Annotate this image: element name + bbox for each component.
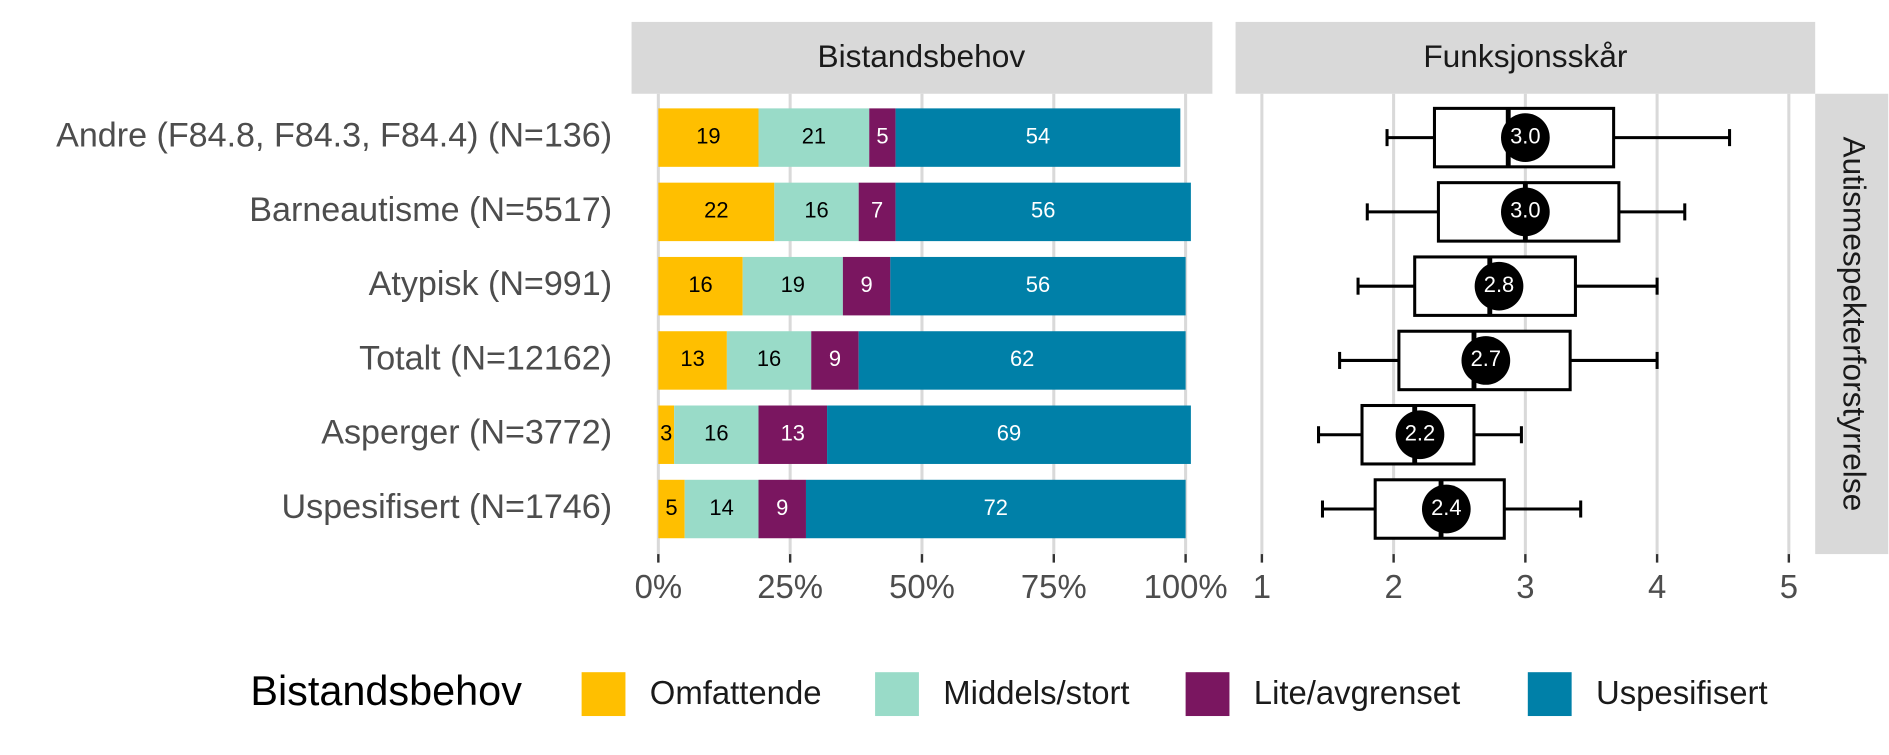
bar-segment xyxy=(895,108,1181,167)
bar-segment xyxy=(658,479,685,539)
data-label: 21 xyxy=(802,123,826,148)
bar-segment xyxy=(869,108,896,167)
data-label: 54 xyxy=(1026,123,1050,148)
row-strip xyxy=(1815,93,1889,555)
mean-label: 3.0 xyxy=(1510,123,1540,148)
y-tick-label: Asperger (N=3772) xyxy=(321,414,612,452)
legend-label: Omfattende xyxy=(650,674,822,711)
y-tick-label: Uspesifisert (N=1746) xyxy=(282,488,613,526)
data-label: 5 xyxy=(876,123,888,148)
mean-label: 2.2 xyxy=(1405,421,1435,446)
data-label: 16 xyxy=(704,421,728,446)
data-label: 3 xyxy=(660,421,672,446)
mean-point xyxy=(1421,484,1471,534)
mean-point xyxy=(1395,410,1445,460)
legend-title: Bistandsbehov xyxy=(250,668,522,714)
x-tick-label: 0% xyxy=(635,568,682,605)
data-label: 62 xyxy=(1010,346,1034,371)
data-label: 7 xyxy=(871,198,883,223)
bar-segment xyxy=(805,479,1186,539)
bar-segment xyxy=(684,479,759,539)
bar-segment xyxy=(658,182,775,242)
x-tick-label: 3 xyxy=(1516,568,1534,605)
bar-segment xyxy=(742,256,843,316)
bar-segment xyxy=(758,405,828,464)
strip xyxy=(1235,21,1816,94)
legend-label: Uspesifisert xyxy=(1596,674,1768,711)
data-label: 9 xyxy=(776,495,788,520)
y-tick-label: Atypisk (N=991) xyxy=(369,265,612,303)
y-tick-label: Totalt (N=12162) xyxy=(359,339,612,377)
legend-swatch xyxy=(1185,672,1230,717)
legend-swatch xyxy=(1527,672,1572,717)
bar-segment xyxy=(842,256,891,316)
mean-point xyxy=(1501,113,1550,162)
bar-segment xyxy=(658,108,759,167)
data-label: 72 xyxy=(984,495,1008,520)
data-label: 16 xyxy=(688,272,712,297)
x-tick-label: 1 xyxy=(1253,568,1271,605)
x-tick-label: 75% xyxy=(1021,568,1087,605)
x-tick-label: 100% xyxy=(1144,568,1228,605)
x-tick-label: 4 xyxy=(1648,568,1666,605)
legend-swatch xyxy=(581,672,626,717)
bar-segment xyxy=(658,331,727,390)
mean-point xyxy=(1461,336,1511,385)
bar-segment xyxy=(895,182,1191,242)
strip xyxy=(631,21,1213,94)
data-label: 9 xyxy=(829,346,841,371)
data-label: 19 xyxy=(696,123,720,148)
bar-segment xyxy=(658,405,675,464)
bar-segment xyxy=(811,331,859,390)
data-label: 9 xyxy=(861,272,873,297)
row-strip-label: Autismespekterforstyrrelse xyxy=(1836,137,1872,512)
legend-label: Middels/stort xyxy=(943,674,1129,711)
data-label: 5 xyxy=(665,495,677,520)
bar-segment xyxy=(827,405,1191,464)
y-tick-label: Andre (F84.8, F84.3, F84.4) (N=136) xyxy=(56,117,612,155)
mean-label: 2.4 xyxy=(1431,495,1461,520)
x-tick-label: 5 xyxy=(1780,568,1798,605)
bar-segment xyxy=(890,256,1186,316)
data-label: 19 xyxy=(781,272,805,297)
mean-label: 2.8 xyxy=(1484,272,1514,297)
data-label: 13 xyxy=(680,346,704,371)
x-tick-label: 50% xyxy=(889,568,955,605)
bar-segment xyxy=(758,479,806,539)
data-label: 56 xyxy=(1026,272,1050,297)
bar-segment xyxy=(658,256,743,316)
mean-point xyxy=(1474,261,1524,311)
data-label: 22 xyxy=(704,198,728,223)
bar-segment xyxy=(774,182,859,242)
mean-label: 2.7 xyxy=(1471,346,1501,371)
bar-segment xyxy=(674,405,759,464)
strip-label: Funksjonsskår xyxy=(1423,38,1628,74)
bar-segment xyxy=(858,182,896,242)
bar-segment xyxy=(858,331,1186,390)
data-label: 16 xyxy=(804,198,828,223)
data-label: 13 xyxy=(781,421,805,446)
x-tick-label: 25% xyxy=(757,568,823,605)
mean-label: 3.0 xyxy=(1510,198,1540,223)
y-tick-label: Barneautisme (N=5517) xyxy=(249,191,612,229)
data-label: 56 xyxy=(1031,198,1055,223)
data-label: 69 xyxy=(997,421,1021,446)
strip-label: Bistandsbehov xyxy=(818,38,1026,74)
mean-point xyxy=(1501,187,1550,237)
legend-swatch xyxy=(875,672,919,717)
data-label: 14 xyxy=(709,495,733,520)
bar-segment xyxy=(726,331,812,390)
legend-label: Lite/avgrenset xyxy=(1254,674,1460,711)
data-label: 16 xyxy=(757,346,781,371)
x-tick-label: 2 xyxy=(1384,568,1402,605)
bar-segment xyxy=(758,108,870,167)
